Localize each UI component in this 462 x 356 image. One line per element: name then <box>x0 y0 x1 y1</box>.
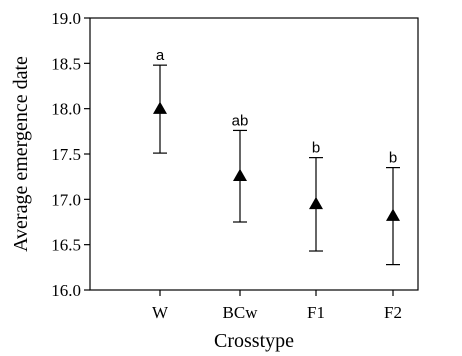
significance-label: b <box>389 150 397 167</box>
y-tick-label: 18.5 <box>51 54 81 73</box>
significance-label: a <box>156 47 165 64</box>
significance-label: b <box>312 140 320 157</box>
x-tick-label: F1 <box>307 303 325 322</box>
data-series: a ab b b <box>153 47 400 266</box>
y-tick-label: 17.0 <box>51 190 81 209</box>
y-tick-label: 16.0 <box>51 281 81 300</box>
data-point-triangle <box>153 101 167 114</box>
y-axis-title: Average emergence date <box>10 56 32 252</box>
data-point-triangle <box>386 208 400 221</box>
y-axis: 16.0 16.5 17.0 17.5 18.0 18.5 19.0 <box>51 9 90 300</box>
x-tick-label: F2 <box>384 303 402 322</box>
y-tick-label: 18.0 <box>51 100 81 119</box>
y-tick-label: 19.0 <box>51 9 81 28</box>
x-axis-title: Crosstype <box>214 330 294 352</box>
data-point-triangle <box>233 168 247 182</box>
plot-area <box>89 17 419 291</box>
x-axis: W BCw F1 F2 <box>152 290 402 322</box>
x-tick-label: W <box>152 303 169 322</box>
axes-frame <box>89 17 419 291</box>
y-tick-label: 16.5 <box>51 236 81 255</box>
y-tick-label: 17.5 <box>51 145 81 164</box>
x-tick-label: BCw <box>223 303 259 322</box>
significance-label: ab <box>232 112 249 129</box>
data-point-triangle <box>309 196 323 210</box>
